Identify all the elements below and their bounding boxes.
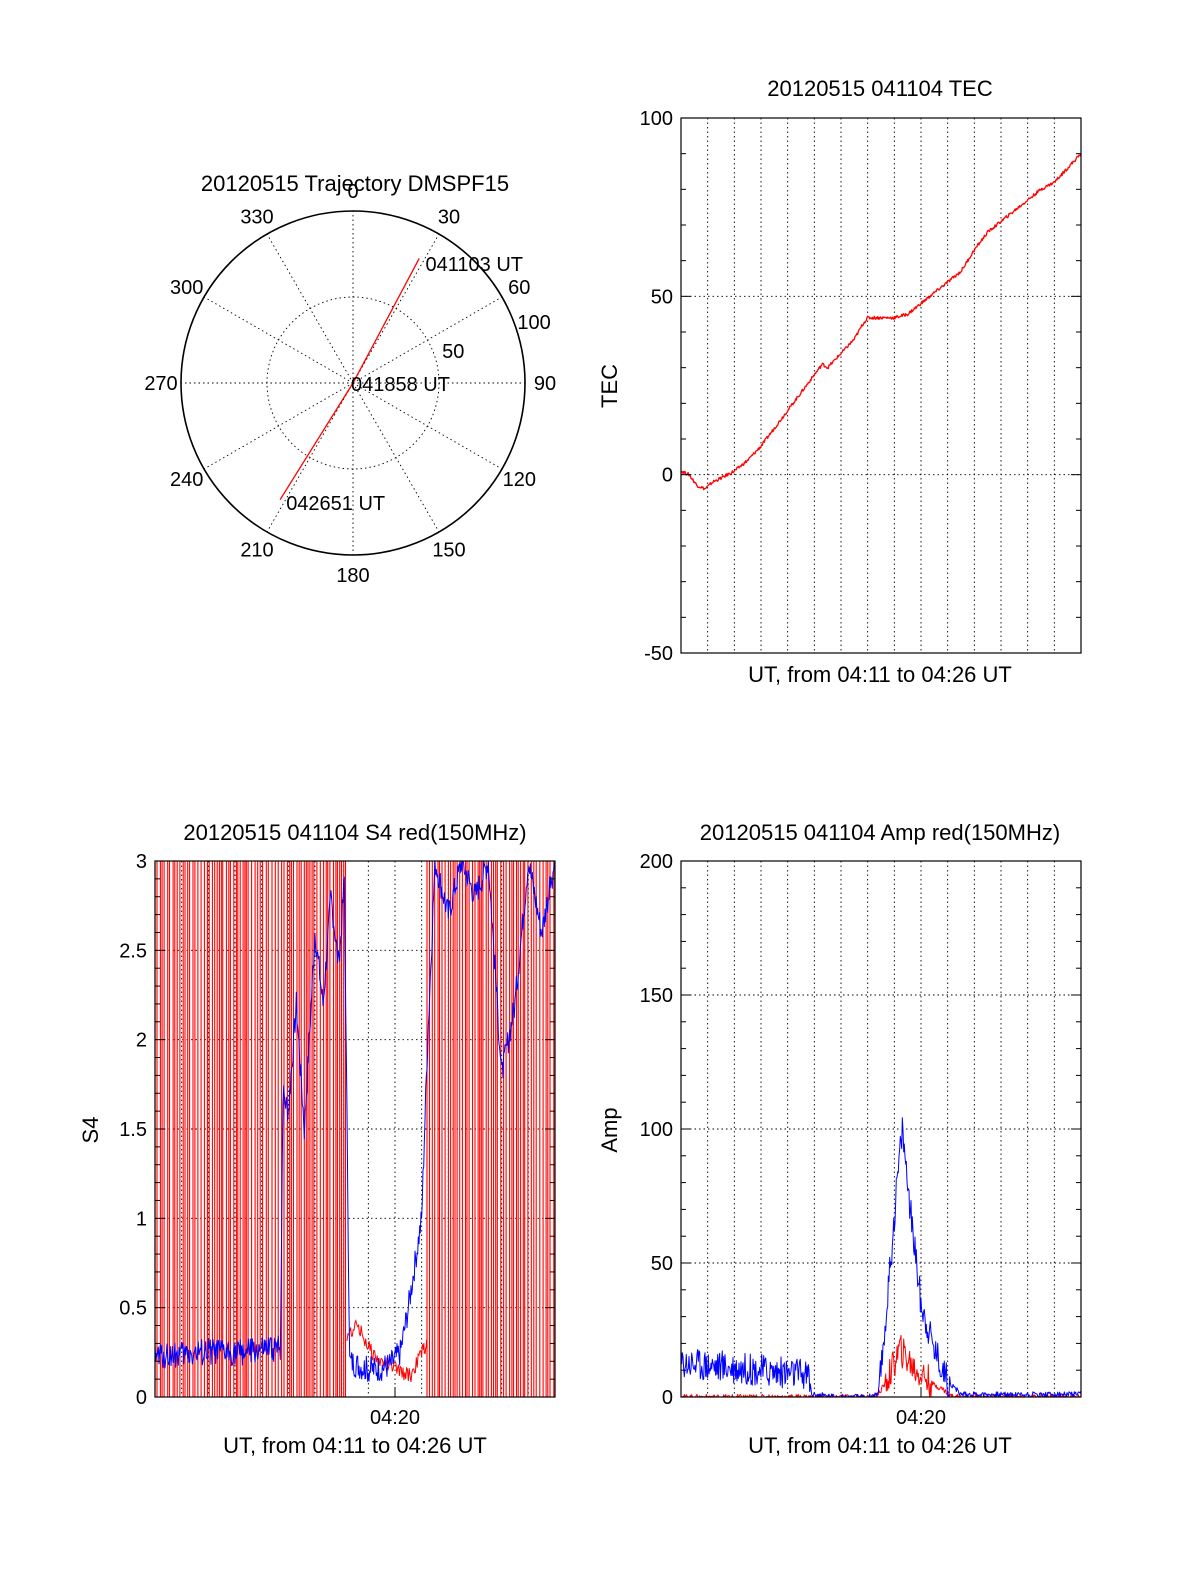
tec-ylabel: TEC: [597, 364, 622, 408]
s4-ytick-label: 2: [136, 1030, 147, 1052]
amp-ticks: 0 50 100 150 200 04:20: [640, 851, 1081, 1429]
trajectory-annotations: 041103 UT 041858 UT 042651 UT: [286, 254, 523, 515]
amp-xlabel: UT, from 04:11 to 04:26 UT: [748, 1433, 1012, 1458]
polar-radius-label-100: 100: [517, 312, 550, 334]
s4-title: 20120515 041104 S4 red(150MHz): [183, 820, 526, 845]
s4-panel: 20120515 041104 S4 red(150MHz) 0 0.5 1 1.5 2…: [78, 820, 556, 1458]
polar-grid: [180, 210, 526, 556]
polar-angle-label-270: 270: [144, 373, 177, 395]
polar-spoke-30: [352, 233, 440, 384]
s4-ytick-label: 3: [136, 851, 147, 873]
polar-spoke-210: [266, 382, 354, 533]
tec-panel: 20120515 041104 TEC -50 0 50 100 UT, from 0…: [597, 76, 1082, 687]
trajectory-time-label: 041103 UT: [426, 254, 523, 276]
polar-spoke-330: [266, 233, 354, 384]
polar-radius-label-50: 50: [442, 341, 464, 363]
tec-ytick-label: -50: [644, 643, 673, 665]
tec-ytick-label: 100: [640, 108, 673, 130]
polar-spoke-300: [203, 296, 354, 384]
amp-title: 20120515 041104 Amp red(150MHz): [700, 820, 1060, 845]
trajectory-time-label: 041858 UT: [351, 374, 450, 396]
tec-series: [680, 153, 1082, 491]
amp-xtick-label: 04:20: [896, 1407, 946, 1429]
polar-angle-label-240: 240: [170, 469, 203, 491]
s4-series-blue: [154, 860, 556, 1382]
polar-angle-label-210: 210: [240, 539, 273, 561]
trajectory-track: [279, 258, 420, 501]
trajectory-time-label: 042651 UT: [286, 493, 385, 515]
polar-angle-label-150: 150: [432, 539, 465, 561]
s4-series: [154, 860, 556, 1397]
amp-grid: [681, 861, 1081, 1397]
polar-angle-label-90: 90: [534, 373, 556, 395]
s4-xlabel: UT, from 04:11 to 04:26 UT: [223, 1433, 487, 1458]
amp-ytick-label: 0: [662, 1387, 673, 1409]
amp-series-blue: [680, 1117, 1082, 1398]
s4-ytick-label: 2.5: [119, 940, 147, 962]
tec-ytick-label: 50: [651, 286, 673, 308]
polar-spoke-240: [203, 382, 354, 470]
polar-radius-labels: 50 100: [442, 312, 551, 363]
s4-ytick-label: 0.5: [119, 1298, 147, 1320]
tec-ytick-label: 0: [662, 465, 673, 487]
tec-title: 20120515 041104 TEC: [767, 76, 993, 101]
polar-angle-label-180: 180: [336, 565, 369, 587]
tec-xlabel: UT, from 04:11 to 04:26 UT: [748, 662, 1012, 687]
s4-xtick-label: 04:20: [370, 1407, 420, 1429]
polar-angle-label-0: 0: [347, 181, 358, 203]
polar-angle-labels: 0 30 60 90 120 150 180 210 240 270 300 330: [144, 181, 556, 587]
s4-ytick-label: 1.5: [119, 1119, 147, 1141]
amp-ytick-label: 200: [640, 851, 673, 873]
trajectory-title: 20120515 Trajectory DMSPF15: [201, 171, 509, 196]
tec-series-red: [680, 153, 1082, 491]
amp-ytick-label: 150: [640, 985, 673, 1007]
polar-spoke-120: [352, 382, 503, 470]
polar-angle-label-30: 30: [438, 207, 460, 229]
tec-grid: [681, 118, 1081, 653]
amp-ytick-label: 50: [651, 1253, 673, 1275]
s4-ylabel: S4: [78, 1117, 103, 1144]
s4-ytick-label: 0: [136, 1387, 147, 1409]
polar-spoke-60: [352, 296, 503, 384]
amp-series: [680, 1117, 1082, 1398]
tec-ticks: -50 0 50 100: [640, 108, 1081, 665]
amp-ytick-label: 100: [640, 1119, 673, 1141]
tec-plot-frame: [680, 117, 1082, 654]
amp-ylabel: Amp: [597, 1107, 622, 1152]
trajectory-line: [279, 258, 420, 501]
polar-angle-label-60: 60: [508, 277, 530, 299]
amp-panel: 20120515 041104 Amp red(150MHz) 0 50 100 15…: [597, 820, 1082, 1458]
polar-angle-label-300: 300: [170, 277, 203, 299]
polar-angle-label-330: 330: [240, 207, 273, 229]
trajectory-panel: 20120515 Trajectory DMSPF15 0 30 60 90 120 15…: [144, 171, 556, 587]
s4-ticks: 0 0.5 1 1.5 2 2.5 3 04:20: [119, 851, 555, 1429]
s4-ytick-label: 1: [136, 1208, 147, 1230]
polar-angle-label-120: 120: [503, 469, 536, 491]
polar-spoke-150: [352, 382, 440, 533]
